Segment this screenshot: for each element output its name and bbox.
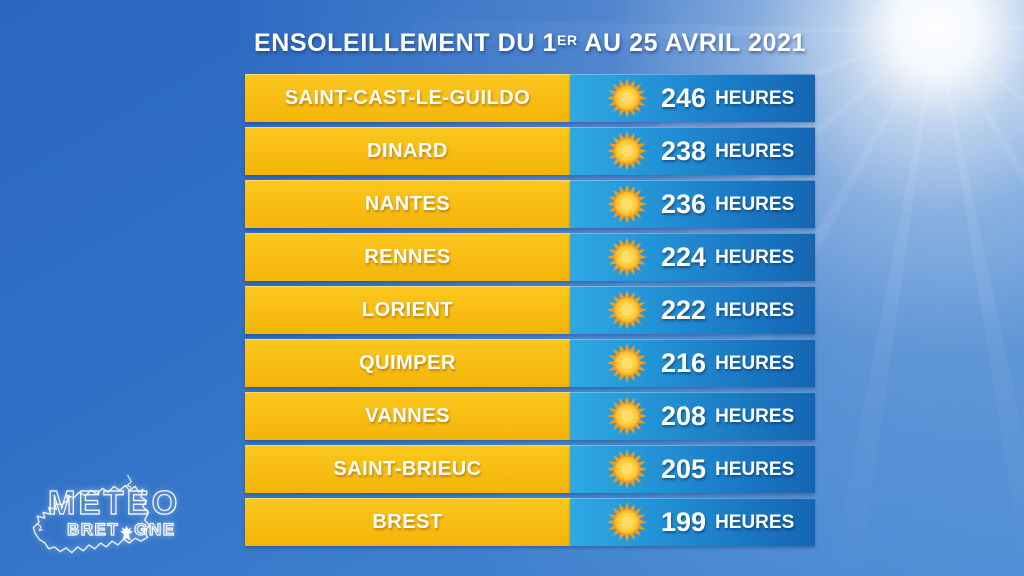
sun-icon [606,289,648,331]
hours-unit: HEURES [715,140,795,162]
title-superscript: ER [557,31,578,48]
hours-cell: 205 HEURES [570,445,815,493]
hours-cell: 224 HEURES [570,233,815,281]
hours-cell: 236 HEURES [570,180,815,228]
ermine-icon [120,525,134,541]
table-row: BREST 199 HEURES [245,498,815,546]
city-label: VANNES [365,404,450,427]
city-label: SAINT-BRIEUC [333,457,482,480]
hours-unit: HEURES [715,87,795,109]
city-cell: VANNES [245,392,570,440]
city-cell: SAINT-BRIEUC [245,445,570,493]
sun-icon [606,77,648,119]
hours-value: 246 [661,82,707,113]
city-label: LORIENT [361,298,454,321]
city-cell: SAINT-CAST-LE-GUILDO [245,74,570,122]
city-label: SAINT-CAST-LE-GUILDO [284,86,531,109]
city-cell: QUIMPER [245,339,570,387]
city-cell: DINARD [245,127,570,175]
hours-value: 238 [661,135,707,166]
hours-unit: HEURES [715,511,795,533]
sun-icon [606,183,648,225]
hours-unit: HEURES [715,352,795,374]
sun-icon [606,395,648,437]
city-label: QUIMPER [359,351,456,374]
table-row: SAINT-BRIEUC 205 HEURES [245,445,815,493]
hours-value: 236 [661,188,707,219]
hours-unit: HEURES [715,458,795,480]
hours-value: 199 [661,506,707,537]
hours-unit: HEURES [715,299,795,321]
hours-cell: 238 HEURES [570,127,815,175]
meteo-bretagne-logo: METEO BRET GNE [20,458,178,570]
brittany-map-outline [32,474,151,554]
sun-icon [606,342,648,384]
city-label: DINARD [367,139,448,162]
page-title: ENSOLEILLEMENT DU 1ER AU 25 AVRIL 2021 [227,29,833,58]
sun-icon [606,448,648,490]
title-text-suffix: AU 25 AVRIL 2021 [577,29,807,57]
city-label: RENNES [364,245,451,268]
sunshine-table: SAINT-CAST-LE-GUILDO 246 HEURES DINARD 2… [245,74,815,551]
sun-icon [606,236,648,278]
hours-value: 205 [661,453,707,484]
sun-icon [606,130,648,172]
table-row: QUIMPER 216 HEURES [245,339,815,387]
city-cell: NANTES [245,180,570,228]
hours-unit: HEURES [715,405,795,427]
logo-bretagne-text: BRET GNE [66,519,176,541]
logo-bretagne-part2: GNE [134,519,176,539]
hours-unit: HEURES [715,246,795,268]
table-row: LORIENT 222 HEURES [245,286,815,334]
hours-cell: 208 HEURES [570,392,815,440]
city-label: NANTES [364,192,451,215]
hours-value: 216 [661,347,707,378]
title-text: ENSOLEILLEMENT DU 1 [253,29,558,57]
table-row: DINARD 238 HEURES [245,127,815,175]
table-row: NANTES 236 HEURES [245,180,815,228]
hours-cell: 216 HEURES [570,339,815,387]
hours-unit: HEURES [715,193,795,215]
hours-value: 222 [661,294,707,325]
hours-cell: 222 HEURES [570,286,815,334]
hours-cell: 199 HEURES [570,498,815,546]
city-label: BREST [372,510,443,533]
hours-value: 224 [661,241,707,272]
table-row: RENNES 224 HEURES [245,233,815,281]
city-cell: RENNES [245,233,570,281]
table-row: SAINT-CAST-LE-GUILDO 246 HEURES [245,74,815,122]
hours-cell: 246 HEURES [570,74,815,122]
hours-value: 208 [661,400,707,431]
logo-bretagne-part1: BRET [66,519,120,539]
city-cell: BREST [245,498,570,546]
city-cell: LORIENT [245,286,570,334]
table-row: VANNES 208 HEURES [245,392,815,440]
logo-meteo-text: METEO [47,483,181,521]
sun-icon [606,501,648,543]
